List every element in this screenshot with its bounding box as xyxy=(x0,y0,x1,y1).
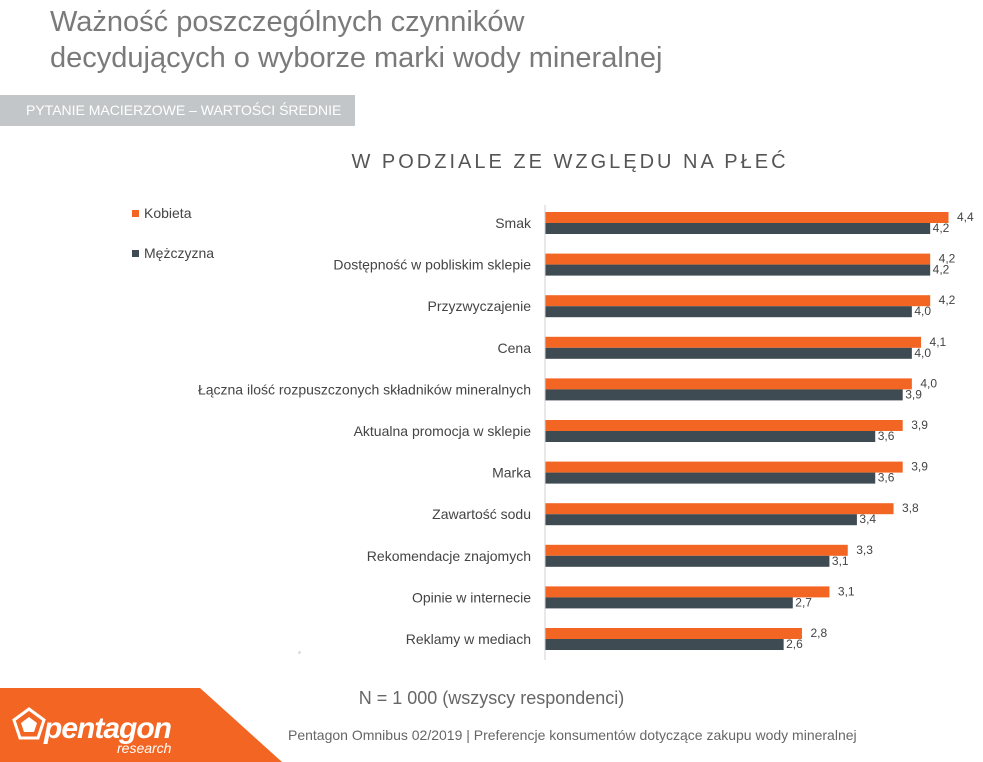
legend-item-mezczyzna: Mężczyzna xyxy=(132,245,214,261)
bar-mezczyzna xyxy=(545,597,793,609)
value-label-mezczyzna: 2,7 xyxy=(795,595,812,609)
bar-mezczyzna xyxy=(545,223,931,234)
legend-item-kobieta: Kobieta xyxy=(132,205,191,221)
bar-kobieta xyxy=(545,420,903,431)
logo-subtext: research xyxy=(117,740,172,756)
category-label: Zawartość sodu xyxy=(432,506,531,522)
chart-title: W PODZIALE ZE WZGLĘDU NA PŁEĆ xyxy=(351,151,789,173)
legend-label-mezczyzna: Mężczyzna xyxy=(144,245,215,261)
bar-mezczyzna xyxy=(545,555,830,567)
bar-kobieta xyxy=(545,461,903,473)
value-label-kobieta: 4,2 xyxy=(939,252,956,266)
footer-orange-band xyxy=(0,688,282,762)
page-title: Ważność poszczególnych czynników decyduj… xyxy=(50,4,930,76)
sample-note: N = 1 000 (wszyscy respondenci) xyxy=(358,688,625,708)
value-label-kobieta: 3,8 xyxy=(902,501,919,515)
category-label: Dostępność w pobliskim sklepie xyxy=(333,257,531,273)
value-label-mezczyzna: 4,2 xyxy=(933,263,950,277)
bar-kobieta xyxy=(545,544,848,556)
subtitle-bar: PYTANIE MACIERZOWE – WARTOŚCI ŚREDNIE xyxy=(0,95,355,126)
value-label-mezczyzna: 3,4 xyxy=(859,512,876,526)
bar-kobieta xyxy=(545,212,949,223)
bar-mezczyzna xyxy=(545,639,784,650)
value-label-kobieta: 3,9 xyxy=(911,460,928,474)
legend-label-kobieta: Kobieta xyxy=(144,205,192,221)
value-label-mezczyzna: 3,1 xyxy=(832,554,849,568)
value-label-mezczyzna: 4,0 xyxy=(914,304,931,318)
value-label-kobieta: 4,2 xyxy=(939,293,956,307)
bar-mezczyzna xyxy=(545,347,912,359)
value-label-mezczyzna: 2,6 xyxy=(786,637,803,651)
category-label: Marka xyxy=(492,465,531,481)
bar-kobieta xyxy=(545,586,830,598)
bar-mezczyzna xyxy=(545,264,931,276)
source-text: Pentagon Omnibus 02/2019 | Preferencje k… xyxy=(288,727,857,743)
bar-kobieta xyxy=(545,336,922,348)
bar-chart: Smak 4,4 4,2 Dostępność w pobliskim sklepie… xyxy=(198,205,974,660)
bar-kobieta xyxy=(545,295,931,307)
value-label-mezczyzna: 3,9 xyxy=(905,387,922,401)
value-label-kobieta: 3,1 xyxy=(838,584,855,598)
title-line-1: Ważność poszczególnych czynników xyxy=(50,6,525,38)
category-label: Rekomendacje znajomych xyxy=(367,548,531,564)
logo-text: pentagon xyxy=(44,712,172,745)
category-label: Aktualna promocja w sklepie xyxy=(354,423,532,439)
bar-mezczyzna xyxy=(545,514,857,526)
value-label-kobieta: 4,1 xyxy=(930,335,947,349)
value-label-kobieta: 3,9 xyxy=(911,418,928,432)
category-label: Cena xyxy=(498,340,532,356)
value-label-mezczyzna: 3,6 xyxy=(878,429,895,443)
category-label: Opinie w internecie xyxy=(412,589,531,605)
category-label: Smak xyxy=(495,215,532,231)
legend-swatch-mezczyzna xyxy=(132,249,139,257)
bar-mezczyzna xyxy=(545,389,903,401)
bar-kobieta xyxy=(545,503,894,515)
category-label: Przyzwyczajenie xyxy=(428,298,532,314)
title-line-2: decydujących o wyborze marki wody minera… xyxy=(50,42,663,74)
value-label-kobieta: 4,4 xyxy=(957,210,974,224)
category-label: Łączna ilość rozpuszczonych składników m… xyxy=(198,381,531,397)
category-label: Reklamy w mediach xyxy=(406,631,531,647)
bar-mezczyzna xyxy=(545,431,876,442)
value-label-kobieta: 2,8 xyxy=(810,626,827,640)
pentagon-logo-icon xyxy=(12,707,46,740)
subtitle-text: PYTANIE MACIERZOWE – WARTOŚCI ŚREDNIE xyxy=(26,102,342,118)
bar-kobieta xyxy=(545,253,931,265)
bar-kobieta xyxy=(545,628,802,639)
value-label-kobieta: 3,3 xyxy=(856,543,873,557)
legend-swatch-kobieta xyxy=(132,209,139,217)
value-label-kobieta: 4,0 xyxy=(920,376,937,390)
decorative-dot xyxy=(298,651,301,654)
value-label-mezczyzna: 3,6 xyxy=(878,471,895,485)
bar-mezczyzna xyxy=(545,306,912,318)
bar-mezczyzna xyxy=(545,472,876,484)
value-label-mezczyzna: 4,0 xyxy=(914,346,931,360)
bar-kobieta xyxy=(545,378,912,390)
value-label-mezczyzna: 4,2 xyxy=(933,221,950,235)
